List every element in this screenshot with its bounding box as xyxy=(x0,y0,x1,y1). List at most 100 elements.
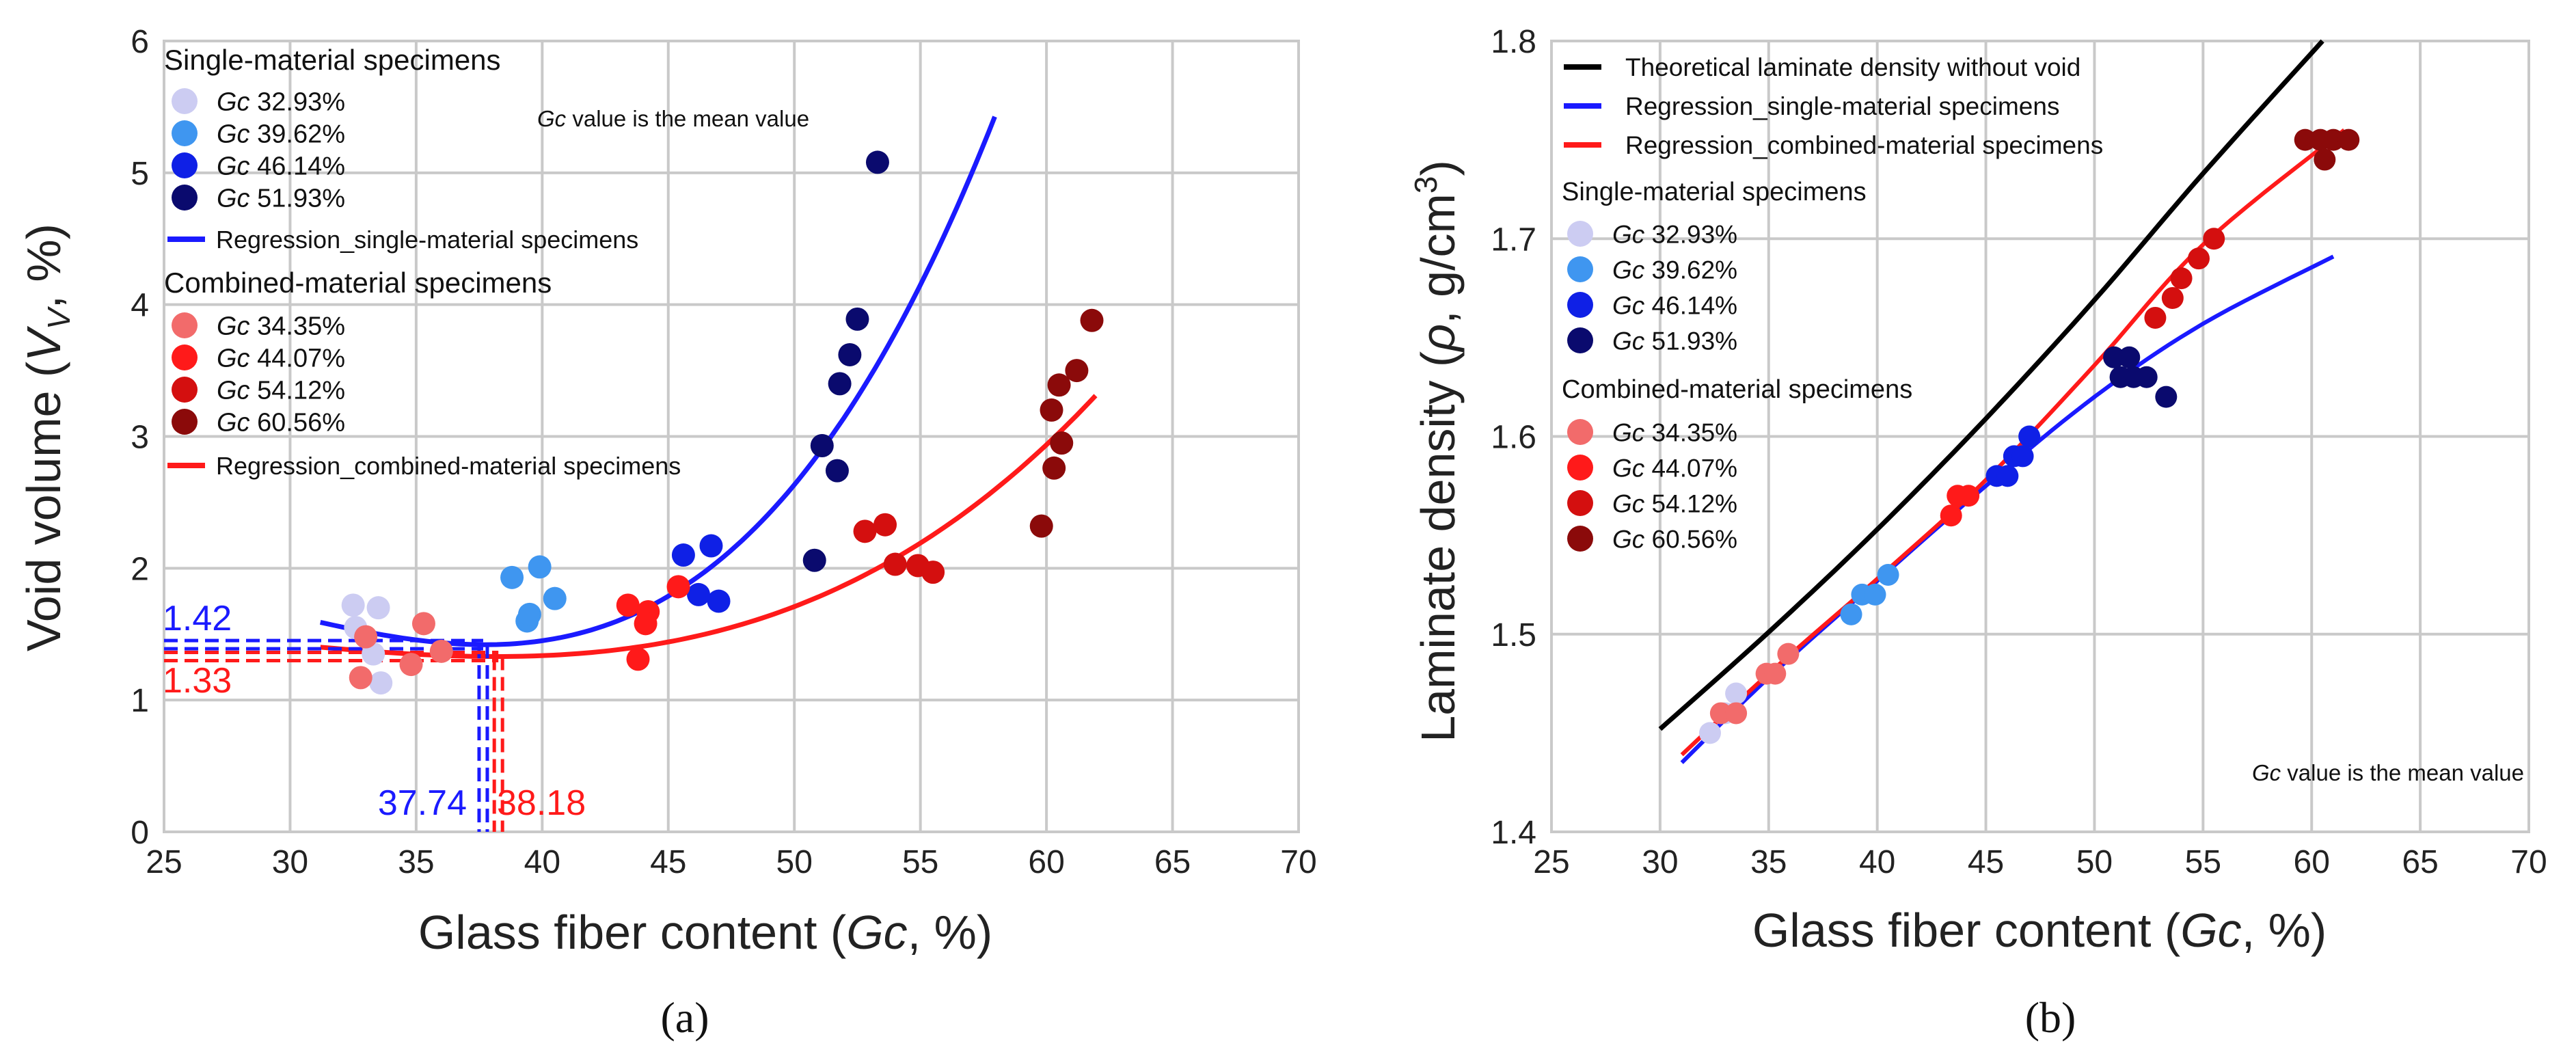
data-point xyxy=(1050,431,1074,455)
panel-b-legend-theory-label: Theoretical laminate density without voi… xyxy=(1625,53,2080,81)
regression-curve xyxy=(1680,254,2335,764)
data-point xyxy=(671,543,695,567)
data-point xyxy=(1725,682,1748,705)
data-point xyxy=(1764,662,1787,685)
data-point xyxy=(1042,456,1066,480)
data-point xyxy=(2294,129,2316,151)
data-point xyxy=(1029,514,1053,538)
legend-label: Gc 51.93% xyxy=(217,185,345,213)
panel-b-grid xyxy=(1550,40,2530,833)
data-point xyxy=(1040,398,1063,422)
x-tick-label: 55 xyxy=(902,844,938,880)
x-tick-label: 50 xyxy=(776,844,813,880)
data-point xyxy=(2144,306,2167,329)
theory-curve xyxy=(1658,39,2324,731)
data-point xyxy=(1840,603,1862,625)
legend-marker xyxy=(1567,419,1593,445)
panel-a-y-ticks: 0 1 2 3 4 5 6 xyxy=(131,24,149,851)
data-point xyxy=(853,519,877,543)
legend-marker xyxy=(1567,327,1593,353)
panel-a-y-axis-title: Void volume (VV, %) xyxy=(17,224,77,651)
data-point xyxy=(528,555,552,579)
y-tick-label: 1.8 xyxy=(1491,24,1536,60)
data-point xyxy=(369,671,393,695)
data-point xyxy=(626,647,650,671)
legend-label: Gc 39.62% xyxy=(1612,256,1737,284)
panel-b-label: (b) xyxy=(2025,993,2076,1042)
legend-label: Gc 46.14% xyxy=(217,152,345,181)
combined-min-y-label: 1.33 xyxy=(163,661,232,701)
data-point xyxy=(2011,445,2034,468)
y-tick-label: 6 xyxy=(131,24,149,60)
single-min-y-label: 1.42 xyxy=(163,599,232,638)
x-tick-label: 40 xyxy=(1859,844,1895,880)
data-point xyxy=(1940,504,1962,527)
panel-b-data-points xyxy=(1698,129,2360,744)
data-point xyxy=(828,372,852,396)
panel-b-chart: 25 30 35 40 45 50 55 60 65 70 1.4 1.5 1.6 1.7 1.8 Gla… xyxy=(1408,24,2547,1042)
data-point xyxy=(802,548,826,572)
legend-marker xyxy=(172,185,198,211)
data-point xyxy=(2322,129,2344,151)
legend-marker xyxy=(172,409,198,435)
data-point xyxy=(810,433,834,457)
legend-label: Gc 32.93% xyxy=(217,88,345,117)
legend-label: Gc 34.35% xyxy=(1612,418,1737,446)
y-tick-label: 3 xyxy=(131,420,149,456)
data-point xyxy=(2103,346,2126,368)
y-tick-label: 1.7 xyxy=(1491,221,1536,258)
legend-label: Gc 44.07% xyxy=(1612,454,1737,482)
x-tick-label: 35 xyxy=(398,844,434,880)
panel-a-mean-note: Gc value is the mean value xyxy=(537,106,809,131)
data-point xyxy=(1957,485,1980,507)
data-point xyxy=(354,625,378,649)
y-tick-label: 1.4 xyxy=(1491,815,1536,851)
x-tick-label: 40 xyxy=(524,844,560,880)
panel-b-y-axis-title: Laminate density (ρ, g/cm3) xyxy=(1408,160,1465,742)
panel-b-legend-single-regression-label: Regression_single-material specimens xyxy=(1625,92,2059,120)
panel-b-mean-note: Gc value is the mean value xyxy=(2252,760,2524,785)
data-point xyxy=(616,593,640,617)
y-tick-label: 5 xyxy=(131,156,149,192)
legend-marker xyxy=(1567,256,1593,282)
legend-label: Gc 60.56% xyxy=(1612,525,1737,553)
data-point xyxy=(1698,722,1721,744)
panel-a-legend-combined-title: Combined-material specimens xyxy=(164,267,552,299)
x-tick-label: 60 xyxy=(2294,844,2330,880)
data-point xyxy=(2118,346,2141,368)
data-point xyxy=(699,534,723,558)
y-tick-label: 2 xyxy=(131,551,149,587)
y-tick-label: 1.6 xyxy=(1491,420,1536,456)
panel-a-regression-curves xyxy=(319,116,1098,659)
legend-marker xyxy=(172,88,198,114)
panel-a-legend-single-regression-label: Regression_single-material specimens xyxy=(216,226,638,254)
legend-label: Gc 44.07% xyxy=(217,344,345,373)
panel-b-legend-single-title: Single-material specimens xyxy=(1562,178,1867,206)
legend-label: Gc 54.12% xyxy=(217,377,345,405)
panel-b-legend: Theoretical laminate density without voi… xyxy=(1562,53,2103,553)
data-point xyxy=(517,602,541,626)
y-tick-label: 0 xyxy=(131,815,149,851)
data-point xyxy=(543,586,567,610)
legend-label: Gc 39.62% xyxy=(217,120,345,149)
data-point xyxy=(2187,247,2210,270)
y-tick-label: 1 xyxy=(131,683,149,719)
x-tick-label: 25 xyxy=(146,844,182,880)
data-point xyxy=(1709,702,1732,725)
legend-label: Gc 51.93% xyxy=(1612,327,1737,355)
data-point xyxy=(500,565,524,589)
y-tick-label: 1.5 xyxy=(1491,617,1536,653)
legend-marker xyxy=(1567,455,1593,481)
data-point xyxy=(1777,643,1800,665)
data-point xyxy=(865,150,889,174)
legend-marker xyxy=(172,377,198,403)
data-point xyxy=(411,612,435,636)
panel-a-data-points xyxy=(341,150,1104,695)
x-tick-label: 65 xyxy=(2402,844,2438,880)
data-point xyxy=(2170,267,2193,290)
data-point xyxy=(634,612,657,636)
data-point xyxy=(2203,228,2225,250)
panel-b-legend-combined-regression-label: Regression_combined-material specimens xyxy=(1625,131,2103,159)
data-point xyxy=(1877,563,1899,586)
